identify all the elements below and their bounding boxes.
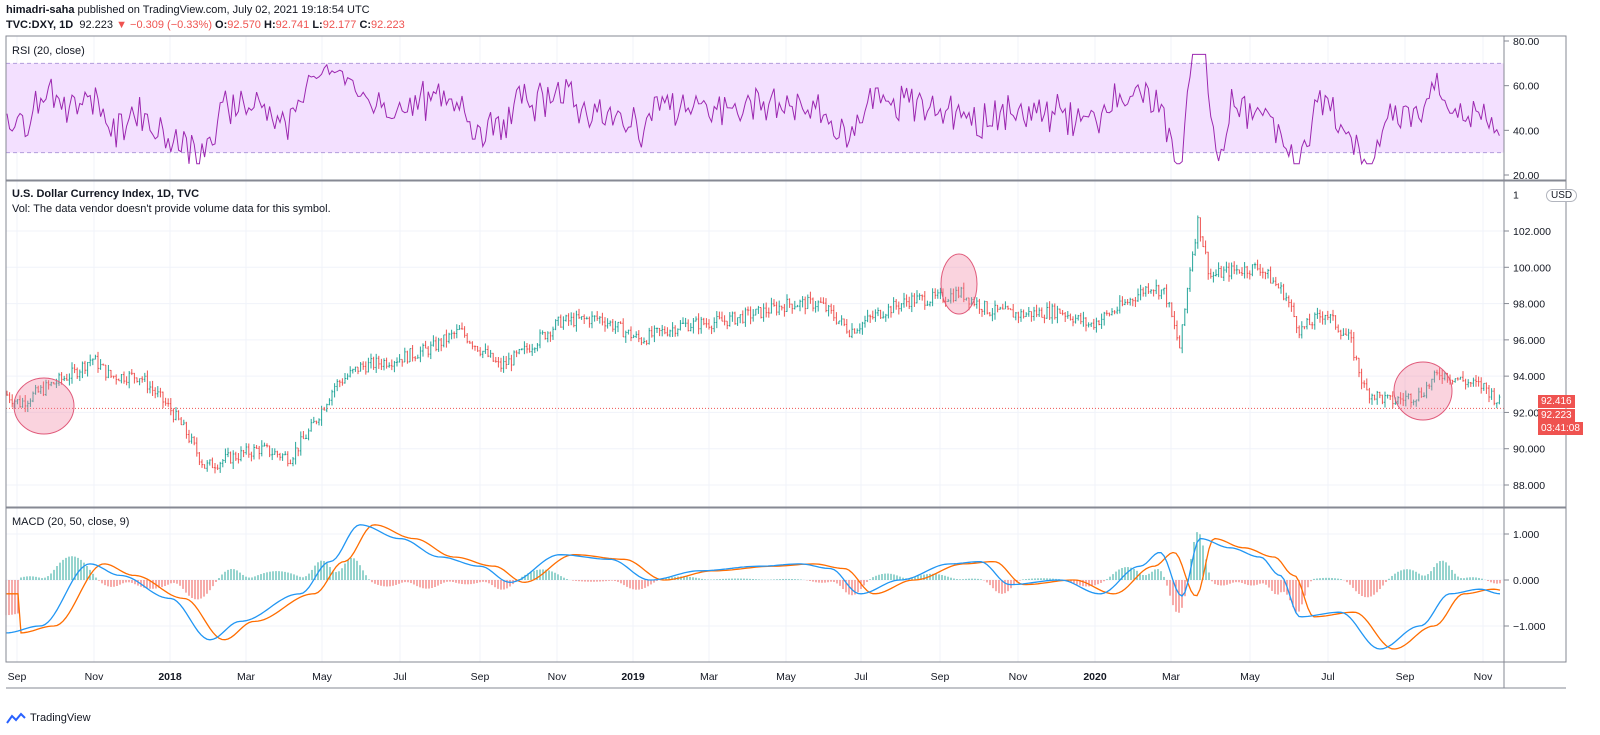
time-label: 2018 [158,671,182,683]
time-label: Mar [700,671,719,683]
price-pane[interactable] [6,215,1504,486]
time-label: Sep [931,671,950,683]
rsi-tick-label: 20.00 [1513,170,1539,182]
time-label: Nov [548,671,567,683]
bar-countdown: 03:41:08 [1538,422,1583,435]
macd-pane[interactable] [5,524,1504,650]
price-axes[interactable]: 80.00 60.00 40.00 20.00 102.000 100.000 98.000… [5,35,1567,689]
rsi-title[interactable]: RSI (20, close) [12,45,85,57]
price-tick-label-partial: 1 [1513,190,1519,202]
price-tick-label: 96.000 [1513,335,1545,347]
price-tick-label: 92.000 [1513,407,1545,419]
price-tick-label: 88.000 [1513,480,1545,492]
main-title[interactable]: U.S. Dollar Currency Index, 1D, TVC [12,188,200,200]
open-label: O: [215,19,228,31]
low-label: L: [312,19,323,31]
rsi-line [6,53,1500,166]
volume-note: Vol: The data vendor doesn't provide vol… [12,203,331,215]
price-tick-label: 102.000 [1513,226,1551,238]
currency-badge[interactable]: USD [1546,189,1578,202]
symbol-line: TVC:DXY, 1D 92.223 ▼ −0.309 (−0.33%) O:9… [6,19,405,31]
time-label: Sep [1396,671,1415,683]
chart-canvas[interactable]: 80.00 60.00 40.00 20.00 102.000 100.000 98.000… [0,0,1600,700]
price-tick-label: 94.000 [1513,371,1545,383]
high-label: H: [264,19,276,31]
time-label: Mar [1162,671,1181,683]
low-value: 92.177 [322,19,357,31]
macd-tick-label: 1.000 [1513,529,1539,541]
price-change: ▼ −0.309 (−0.33%) [116,19,212,31]
high-value: 92.741 [275,19,310,31]
price-tick-label: 98.000 [1513,299,1545,311]
highlight-circle [13,377,75,435]
time-label: May [1240,671,1261,683]
last-price: 92.223 [79,19,114,31]
price-tick-label: 90.000 [1513,444,1545,456]
price-tick-label: 100.000 [1513,262,1551,274]
time-label: Nov [85,671,104,683]
time-label: Sep [471,671,490,683]
pane-frame [5,180,1567,508]
time-label: Nov [1009,671,1028,683]
time-label: Jul [854,671,867,683]
tradingview-brand[interactable]: TradingView [6,712,91,724]
macd-line [5,524,1501,650]
time-label: 2019 [621,671,645,683]
close-value: 92.223 [371,19,405,31]
macd-tick-label: 0.000 [1513,575,1539,587]
rsi-tick-label: 80.00 [1513,36,1539,48]
time-axis[interactable]: Sep Nov 2018 Mar May Jul Sep Nov 2019 Mar May Jul Se… [8,671,1493,683]
time-label: Nov [1474,671,1493,683]
rsi-tick-label: 40.00 [1513,125,1539,137]
macd-signal-line [6,524,1501,650]
tradingview-logo-icon [6,712,26,724]
publish-text: published on TradingView.com, July 02, 2… [74,4,370,16]
macd-title[interactable]: MACD (20, 50, close, 9) [12,516,130,528]
time-label: Sep [8,671,27,683]
highlight-circle [1393,361,1453,421]
highlight-circle [940,253,978,315]
price-tag-high: 92.416 [1538,395,1575,408]
time-label: Jul [393,671,406,683]
time-label: May [776,671,797,683]
author-name[interactable]: himadri-saha [6,4,75,16]
price-tag-last: 92.223 [1538,409,1575,422]
time-label: 2020 [1083,671,1107,683]
macd-tick-label: −1.000 [1513,621,1546,633]
pane-frame [5,507,1567,663]
time-label: Mar [237,671,256,683]
rsi-tick-label: 60.00 [1513,81,1539,93]
pane-frame [5,35,1567,181]
brand-name: TradingView [30,712,91,724]
rsi-band [6,63,1504,153]
publish-info: himadri-saha published on TradingView.co… [6,4,370,16]
time-label: May [312,671,333,683]
close-label: C: [359,19,372,31]
time-label: Jul [1321,671,1334,683]
rsi-pane[interactable] [6,36,1504,662]
open-value: 92.570 [227,19,261,31]
symbol-name[interactable]: TVC:DXY, 1D [6,19,74,31]
